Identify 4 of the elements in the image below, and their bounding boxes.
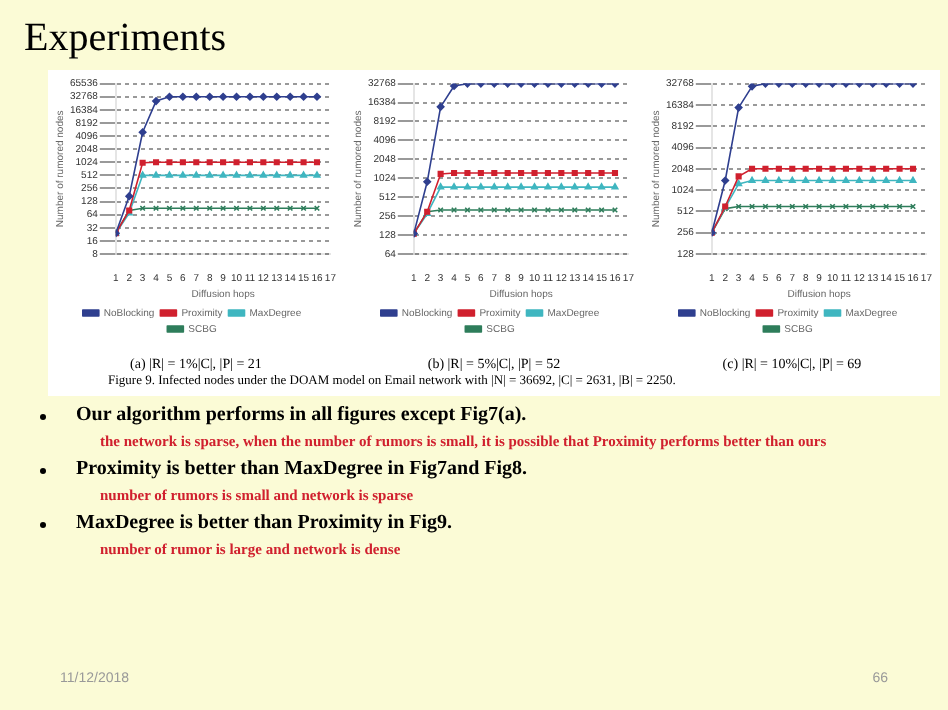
text: Experiments [22, 14, 229, 64]
text: Our algorithm performs in all figures except Fig7(a). [76, 404, 527, 428]
text: MaxDegree is better than Proximity in Fig9. [76, 512, 453, 536]
text: Proximity is better than MaxDegree in Fig7and Fig8. [76, 458, 528, 482]
